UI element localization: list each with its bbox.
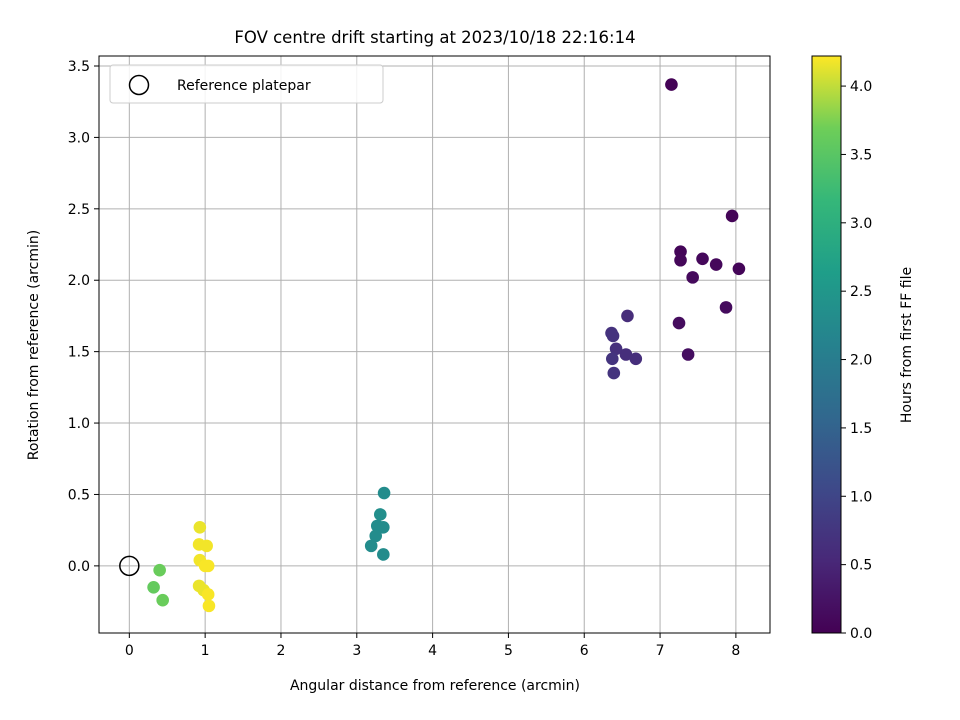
x-tick-label: 7 [656,643,665,659]
colorbar-ticks: 0.0 0.5 1.0 1.5 2.0 2.5 3.0 3.5 4.0 [841,79,872,642]
data-point [606,329,620,343]
data-point [369,529,383,543]
data-point [719,301,733,314]
data-point [619,348,633,361]
y-tick-label: 0.5 [68,487,90,503]
data-point [672,316,686,330]
data-point [201,559,215,573]
data-point [629,352,643,366]
data-point [621,309,634,323]
grid [99,56,770,633]
y-tick-label: 3.5 [68,59,90,75]
data-point [147,580,160,594]
data-point [696,252,709,266]
colorbar [811,55,842,634]
legend-reference-label: Reference platepar [177,78,311,94]
colorbar-tick-label: 0.5 [850,558,872,574]
data-point [709,258,723,271]
plot-area-frame [98,55,771,634]
scatter-points [119,78,746,613]
colorbar-label: Hours from first FF file [899,267,915,423]
y-axis-ticks: 0.0 0.5 1.0 1.5 2.0 2.5 3.0 3.5 [68,59,99,575]
x-tick-label: 4 [428,643,437,659]
x-tick-label: 1 [201,643,210,659]
data-point [686,271,699,284]
data-point [156,593,169,607]
x-tick-label: 6 [580,643,589,659]
data-point [153,563,166,577]
y-tick-label: 1.0 [68,416,90,432]
data-point [373,508,387,521]
data-point [193,521,207,534]
data-point [364,539,378,553]
reference-platepar-marker [119,555,140,577]
y-tick-label: 2.5 [68,202,90,218]
chart-title: FOV centre drift starting at 2023/10/18 … [234,28,635,47]
x-tick-label: 2 [277,643,286,659]
data-point [377,548,390,561]
colorbar-tick-label: 1.5 [850,421,872,437]
colorbar-tick-label: 4.0 [850,79,872,95]
data-point [607,366,621,380]
legend: Reference platepar [109,64,384,104]
y-tick-label: 0.0 [68,559,90,575]
data-point [201,588,215,601]
colorbar-tick-label: 2.0 [850,353,872,369]
y-tick-label: 1.5 [68,345,90,361]
x-axis-label: Angular distance from reference (arcmin) [290,678,580,694]
colorbar-tick-label: 2.5 [850,284,872,300]
data-point [665,78,678,91]
data-point [725,209,739,223]
colorbar-tick-label: 3.0 [850,216,872,232]
data-point [377,486,391,500]
legend-box [109,64,384,104]
colorbar-tick-label: 0.0 [850,626,872,642]
y-tick-label: 2.0 [68,273,90,289]
data-point [674,253,687,267]
x-tick-label: 5 [504,643,513,659]
x-tick-label: 8 [731,643,740,659]
x-tick-label: 3 [352,643,361,659]
data-point [732,262,746,276]
data-point [202,599,216,613]
colorbar-tick-label: 1.0 [850,489,872,505]
x-axis-ticks: 0 1 2 3 4 5 6 7 8 [125,633,740,659]
data-point [681,348,695,361]
x-tick-label: 0 [125,643,134,659]
y-axis-label: Rotation from reference (arcmin) [26,230,42,460]
data-point [200,539,213,553]
data-point [609,342,623,356]
data-point [605,352,619,366]
y-tick-label: 3.0 [68,130,90,146]
data-point [377,521,390,534]
legend-reference-marker [128,74,150,96]
colorbar-tick-label: 3.5 [850,147,872,163]
